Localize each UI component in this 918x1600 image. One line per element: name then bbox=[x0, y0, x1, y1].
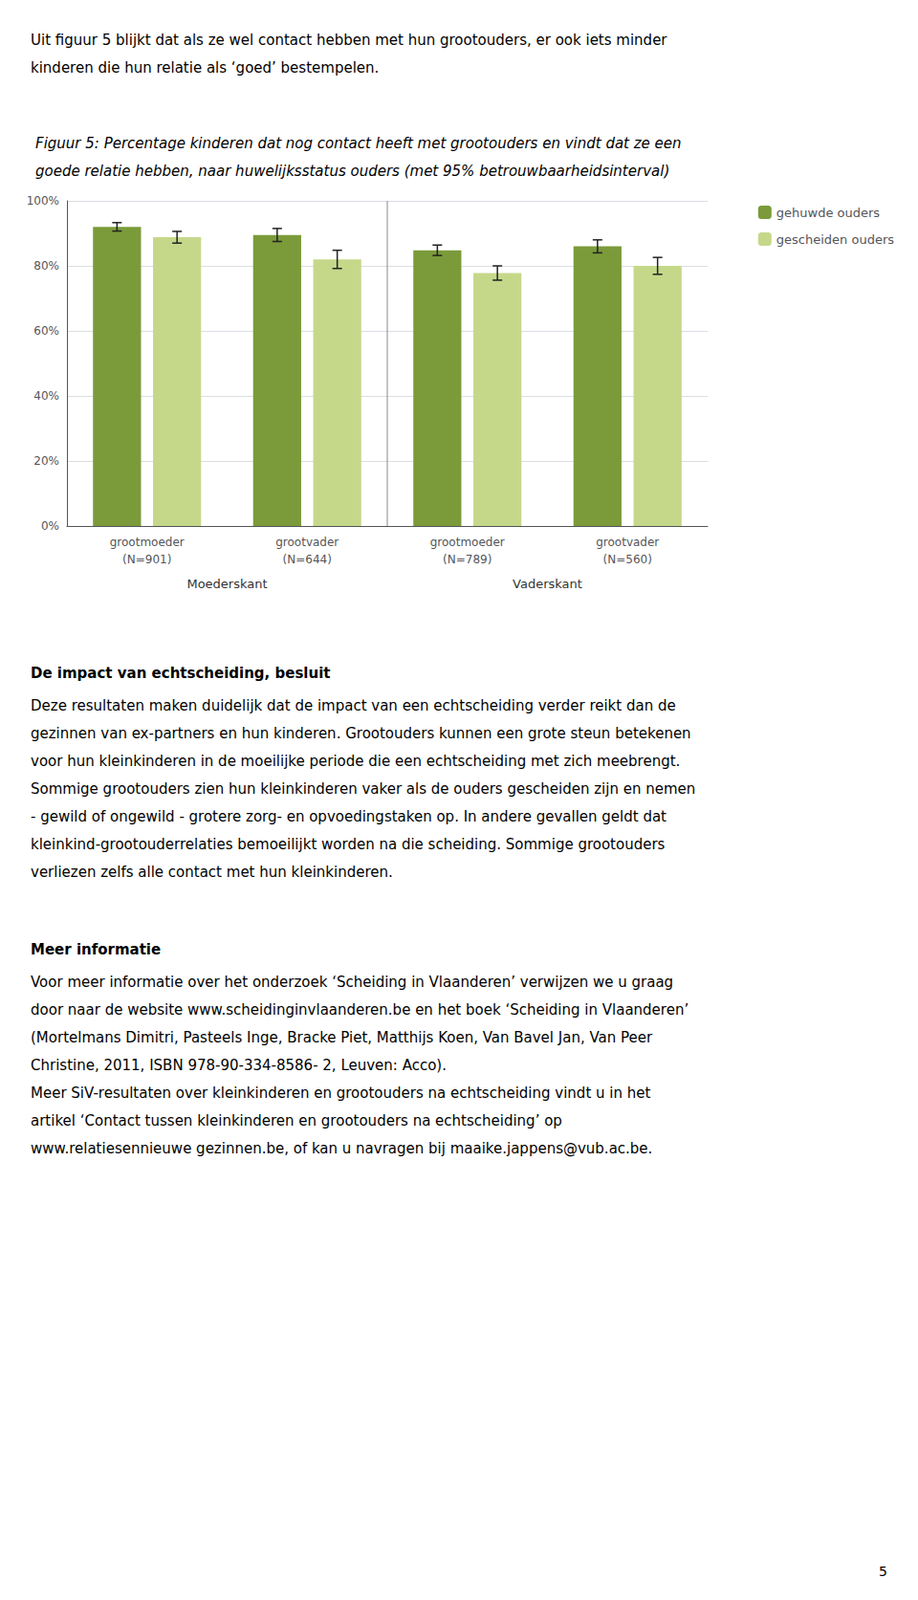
html-text:- gewild of ongewild - grotere: - gewild of ongewild - grotere zorg- en … bbox=[30, 808, 667, 826]
html-text:door naar de website www.schei: door naar de website www.scheidinginvlaa… bbox=[30, 1001, 689, 1019]
svg-text:grootvader: grootvader bbox=[275, 535, 339, 549]
html-text:kinderen die hun relatie als ‘: kinderen die hun relatie als ‘goed’ best… bbox=[30, 59, 379, 77]
svg-text:gehuwde ouders: gehuwde ouders bbox=[776, 205, 881, 220]
html-text:Deze resultaten maken duidelij: Deze resultaten maken duidelijk dat de i… bbox=[30, 697, 676, 715]
html-text:Christine, 2011, ISBN 978-90-3: Christine, 2011, ISBN 978-90-334-8586- 2… bbox=[30, 1056, 447, 1074]
svg-text:goede relatie hebben, naar huw: goede relatie hebben, naar huwelijksstat… bbox=[35, 162, 670, 180]
html-text:Meer SiV-resultaten over klein: Meer SiV-resultaten over kleinkinderen e… bbox=[30, 1084, 651, 1102]
svg-text:grootvader: grootvader bbox=[595, 535, 659, 549]
svg-text:(N=644): (N=644) bbox=[283, 552, 332, 567]
svg-text:40%: 40% bbox=[33, 389, 60, 403]
svg-text:grootmoeder: grootmoeder bbox=[109, 535, 185, 549]
html-text:artikel ‘Contact tussen kleink: artikel ‘Contact tussen kleinkinderen en… bbox=[30, 1112, 563, 1130]
html-text:www.relatiesennieuwe gezinnen.: www.relatiesennieuwe gezinnen.be, of kan… bbox=[30, 1139, 653, 1158]
html-text:voor hun kleinkinderen in de m: voor hun kleinkinderen in de moeilijke p… bbox=[30, 752, 681, 770]
svg-text:gescheiden ouders: gescheiden ouders bbox=[776, 232, 895, 247]
svg-text:Vaderskant: Vaderskant bbox=[512, 576, 583, 591]
svg-text:80%: 80% bbox=[33, 259, 60, 273]
svg-text:(N=901): (N=901) bbox=[122, 552, 172, 567]
svg-text:0%: 0% bbox=[41, 519, 60, 533]
svg-text:Moederskant: Moederskant bbox=[186, 576, 267, 591]
html-text:gezinnen van ex-partners en hu: gezinnen van ex-partners en hun kinderen… bbox=[30, 724, 691, 743]
svg-text:100%: 100% bbox=[26, 194, 60, 208]
html-text:5: 5 bbox=[878, 1563, 888, 1579]
html-text:kleinkind-grootouderrelaties b: kleinkind-grootouderrelaties bemoeilijkt… bbox=[30, 835, 665, 853]
html-text:Voor meer informatie over het: Voor meer informatie over het onderzoek … bbox=[30, 973, 674, 991]
svg-text:(N=789): (N=789) bbox=[442, 552, 492, 567]
html-text:(Mortelmans Dimitri, Pasteels: (Mortelmans Dimitri, Pasteels Inge, Brac… bbox=[30, 1028, 653, 1047]
svg-text:grootmoeder: grootmoeder bbox=[430, 535, 505, 549]
html-text:verliezen zelfs alle contact m: verliezen zelfs alle contact met hun kle… bbox=[30, 863, 393, 881]
svg-text:Figuur 5: Percentage kinderen: Figuur 5: Percentage kinderen dat nog co… bbox=[35, 134, 682, 153]
html-text:De impact van echtscheiding, b: De impact van echtscheiding, besluit bbox=[30, 664, 331, 682]
html-text:Uit figuur 5 blijkt dat als ze: Uit figuur 5 blijkt dat als ze wel conta… bbox=[30, 31, 667, 49]
svg-text:(N=560): (N=560) bbox=[603, 552, 653, 567]
html-text:Meer informatie: Meer informatie bbox=[30, 940, 161, 959]
svg-text:60%: 60% bbox=[33, 324, 60, 338]
svg-text:20%: 20% bbox=[33, 454, 60, 468]
html-text:Sommige grootouders zien hun k: Sommige grootouders zien hun kleinkinder… bbox=[30, 780, 696, 798]
